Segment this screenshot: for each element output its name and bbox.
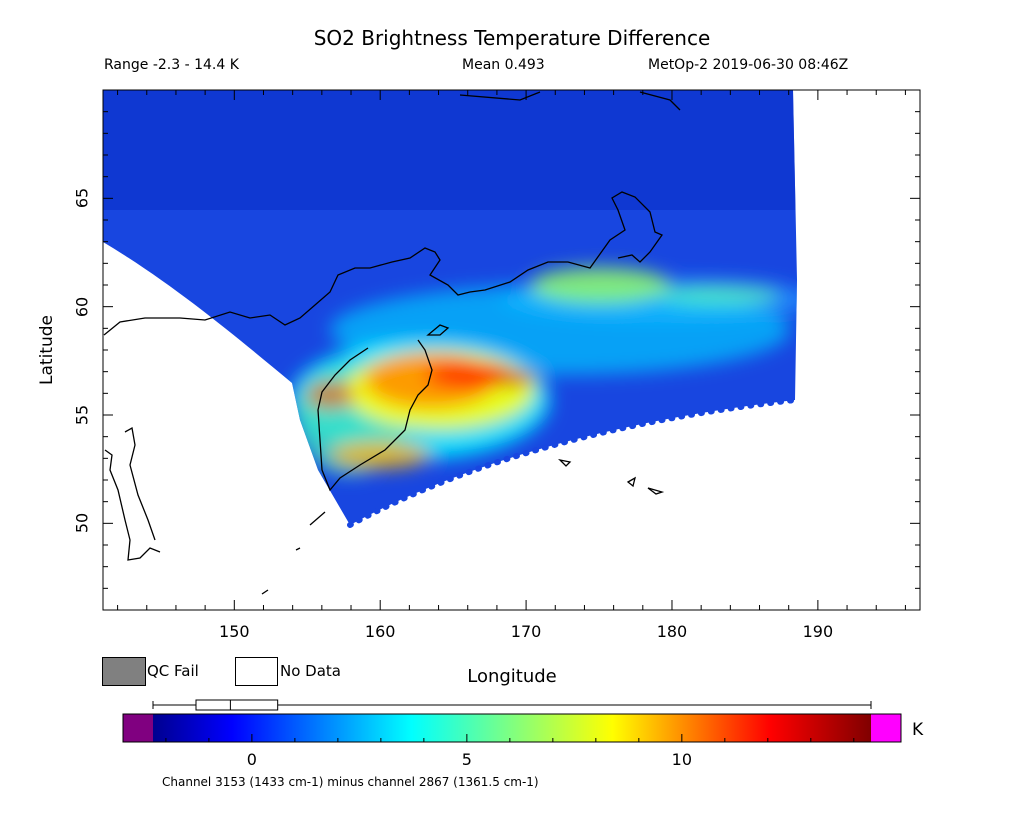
y-tick-label: 55 <box>72 404 92 426</box>
coastline-north <box>459 91 541 101</box>
colorbar-ticks <box>165 734 855 742</box>
boxplot-box <box>195 699 279 711</box>
colorbar-tick-label: 0 <box>246 750 257 769</box>
x-axis-label: Longitude <box>467 666 557 687</box>
no-data-label: No Data <box>280 662 341 680</box>
island-karaginsky <box>426 324 450 336</box>
colorbar-boxplot <box>152 699 872 711</box>
coastline-kamchatka <box>317 339 433 492</box>
mean-info: Mean 0.493 <box>462 57 545 73</box>
satellite-time-info: MetOp-2 2019-06-30 08:46Z <box>648 57 849 73</box>
coastline-sakhalin-west <box>104 449 161 561</box>
island-commander <box>558 458 572 467</box>
colorbar-tick-label: 5 <box>461 750 472 769</box>
y-tick-label: 50 <box>72 513 92 534</box>
x-tick-label: 160 <box>364 622 396 641</box>
channel-footnote: Channel 3153 (1433 cm-1) minus channel 2… <box>162 775 539 789</box>
y-tick-label: 65 <box>72 188 92 209</box>
colorbar-tick-label: 10 <box>671 750 692 769</box>
y-axis-label: Latitude <box>37 315 57 385</box>
range-info: Range -2.3 - 14.4 K <box>104 57 239 73</box>
coastlines <box>103 91 681 595</box>
kuril-islands <box>309 511 326 526</box>
island-aleutian-2 <box>647 487 665 495</box>
swath-dark-region <box>103 90 797 210</box>
coastline-mainland <box>103 191 663 336</box>
colorbar-frame <box>122 713 902 743</box>
x-tick-label: 180 <box>656 622 688 641</box>
colorbar-unit: K <box>912 720 924 740</box>
coastline-sakhalin-east <box>124 426 156 541</box>
swath-layer <box>103 90 798 528</box>
coastline-northeast <box>639 91 681 111</box>
axis-ticks <box>103 89 920 611</box>
no-data-swatch <box>235 657 278 686</box>
kuril-island-small <box>295 547 301 551</box>
so2-plume <box>290 267 797 475</box>
colorbar-gradient <box>153 714 871 742</box>
island-aleutian-1 <box>626 476 637 488</box>
x-tick-label: 170 <box>510 622 542 641</box>
x-tick-label: 150 <box>219 622 250 641</box>
qc-fail-swatch <box>102 657 146 686</box>
colorbar-over <box>871 714 901 742</box>
colorbar-under <box>123 714 153 742</box>
y-tick-label: 60 <box>72 296 92 317</box>
x-tick-label: 190 <box>802 622 834 641</box>
chart-title: SO2 Brightness Temperature Difference <box>313 26 711 50</box>
island-hokkaido-tip <box>261 589 269 595</box>
qc-fail-label: QC Fail <box>147 662 199 680</box>
colorbar <box>122 699 902 743</box>
